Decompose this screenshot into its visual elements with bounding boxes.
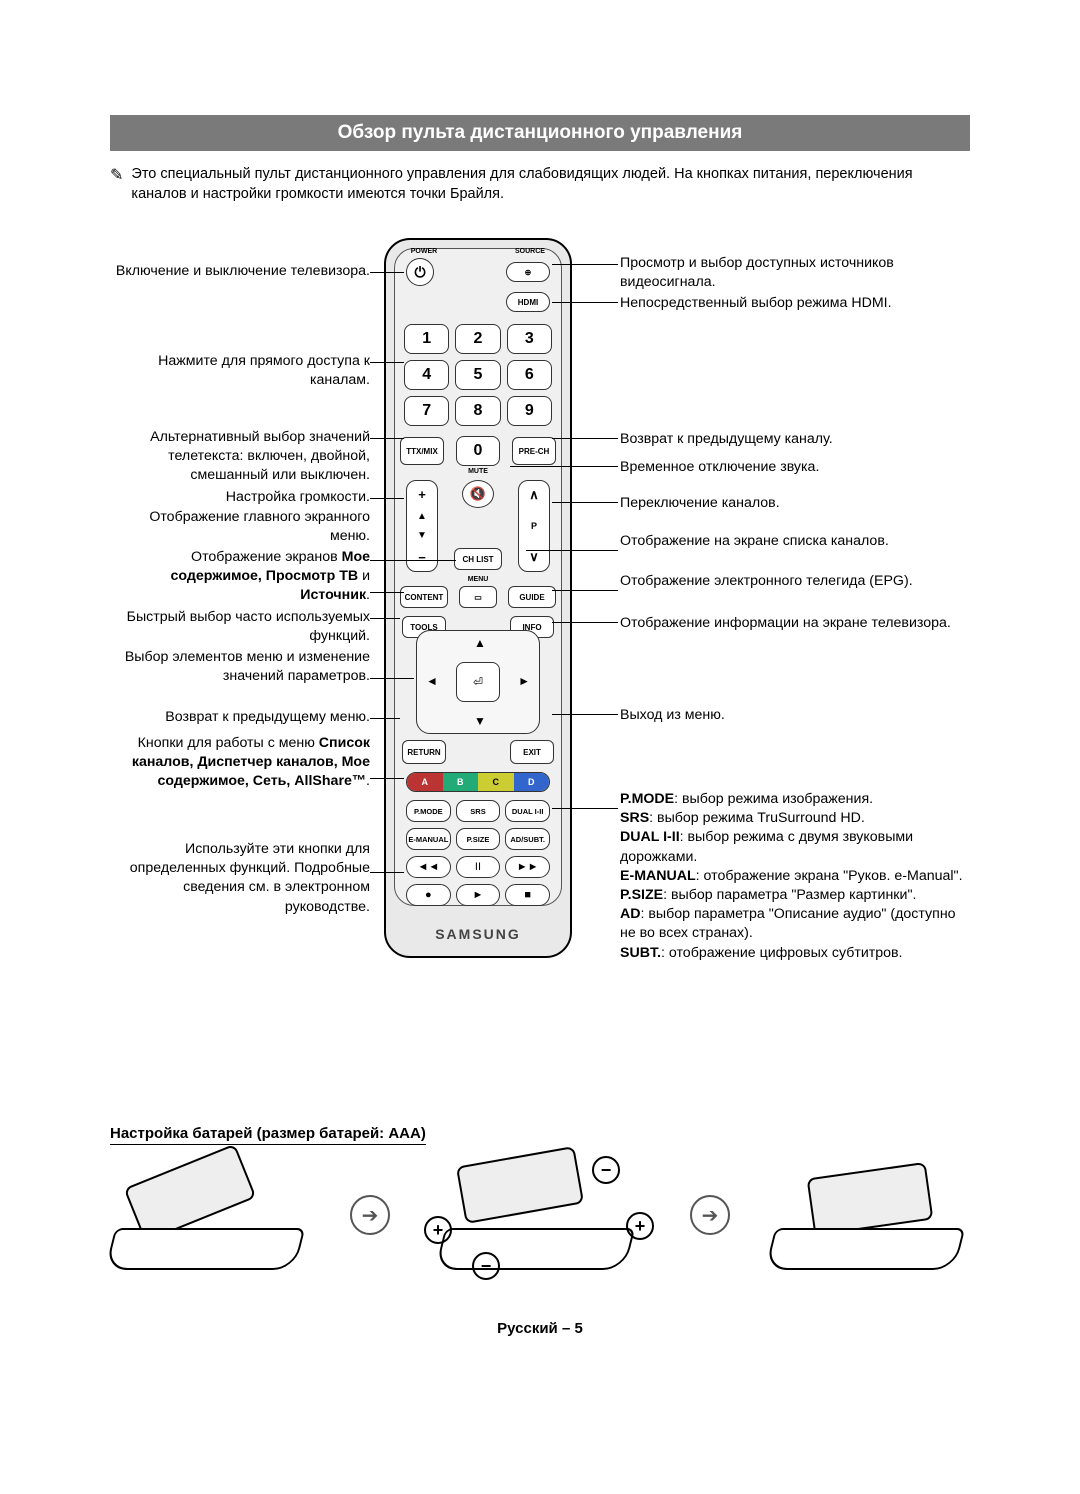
- co-hdmi: Непосредственный выбор режима HDMI.: [620, 294, 970, 313]
- color-c: C: [478, 773, 514, 791]
- num-0: 0: [456, 436, 500, 466]
- co-guide: Отображение электронного телегида (EPG).: [620, 572, 970, 591]
- pause-button: II: [456, 856, 501, 878]
- minus-icon-2: −: [472, 1252, 500, 1280]
- co-colors: Кнопки для работы с меню Список каналов,…: [110, 734, 370, 792]
- co-numbers: Нажмите для прямого доступа к каналам.: [110, 352, 370, 390]
- return-button: RETURN: [402, 740, 446, 764]
- num-6: 6: [507, 360, 552, 390]
- menu-button: ▭: [459, 586, 497, 608]
- battery-step-2: + − + −: [430, 1160, 650, 1270]
- num-8: 8: [455, 396, 500, 426]
- stop-button: ■: [505, 884, 550, 906]
- num-3: 3: [507, 324, 552, 354]
- srs-button: SRS: [456, 800, 501, 822]
- intro-note: ✎ Это специальный пульт дистанционного у…: [110, 165, 970, 204]
- co-chlist: Отображение на экране списка каналов.: [620, 532, 970, 551]
- minus-icon-1: −: [592, 1156, 620, 1184]
- source-label: SOURCE: [508, 248, 552, 255]
- co-prech: Возврат к предыдущему каналу.: [620, 430, 970, 449]
- co-fnblock: P.MODE: выбор режима изображения. SRS: в…: [620, 790, 970, 963]
- hdmi-button: HDMI: [506, 292, 550, 312]
- battery-step-3: [770, 1160, 970, 1270]
- fn-row-2: E-MANUAL P.SIZE AD/SUBT.: [406, 828, 550, 850]
- guide-button: GUIDE: [508, 586, 556, 608]
- color-a: A: [407, 773, 443, 791]
- page-footer: Русский – 5: [0, 1320, 1080, 1337]
- co-content: Отображение экранов Мое содержимое, Прос…: [110, 548, 370, 606]
- co-vol: Настройка громкости.: [110, 488, 370, 507]
- num-1: 1: [404, 324, 449, 354]
- brand-label: SAMSUNG: [384, 926, 572, 942]
- mute-button: 🔇: [462, 480, 494, 508]
- volume-rocker: + ▲ ▼ −: [406, 480, 438, 572]
- color-b: B: [443, 773, 479, 791]
- co-source: Просмотр и выбор доступных источников ви…: [620, 254, 970, 292]
- color-d: D: [514, 773, 550, 791]
- ch-dn: ∨: [529, 549, 539, 565]
- co-exit: Выход из меню.: [620, 706, 970, 725]
- rec-button: ●: [406, 884, 451, 906]
- step-arrow-2: ➔: [690, 1195, 730, 1235]
- vol-minus: −: [418, 550, 426, 565]
- ttx-button: TTX/MIX: [400, 437, 444, 465]
- exit-button: EXIT: [510, 740, 554, 764]
- note-icon: ✎: [110, 165, 123, 204]
- adsubt-button: AD/SUBT.: [505, 828, 550, 850]
- battery-steps: ➔ + − + − ➔: [110, 1160, 970, 1270]
- power-label: POWER: [404, 248, 444, 255]
- num-9: 9: [507, 396, 552, 426]
- plus-icon: +: [424, 1216, 452, 1244]
- intro-text: Это специальный пульт дистанционного упр…: [131, 165, 970, 204]
- num-7: 7: [404, 396, 449, 426]
- prech-button: PRE-CH: [512, 437, 556, 465]
- numpad: 1 2 3 4 5 6 7 8 9: [404, 324, 552, 426]
- pmode-button: P.MODE: [406, 800, 451, 822]
- fn-row-1: P.MODE SRS DUAL I-II: [406, 800, 550, 822]
- menu-label: MENU: [384, 576, 572, 583]
- co-tools: Быстрый выбор часто используемых функций…: [110, 608, 370, 646]
- mute-label: MUTE: [384, 468, 572, 475]
- remote-layout: SAMSUNG POWER SOURCE ⏻ ⊕ HDMI 1 2 3 4 5 …: [110, 232, 970, 992]
- co-dpad: Выбор элементов меню и изменение значени…: [110, 648, 370, 686]
- battery-title: Настройка батарей (размер батарей: AAA): [110, 1125, 426, 1145]
- play-button: ►: [456, 884, 501, 906]
- dpad: ▲ ▼ ◄ ► ⏎: [416, 630, 540, 734]
- ch-p: P: [531, 521, 537, 531]
- co-mute: Временное отключение звука.: [620, 458, 970, 477]
- co-menu: Отображение главного экранного меню.: [110, 508, 370, 546]
- remote-illustration: SAMSUNG POWER SOURCE ⏻ ⊕ HDMI 1 2 3 4 5 …: [384, 238, 572, 958]
- co-play: Используйте эти кнопки для определенных …: [110, 840, 370, 917]
- source-button: ⊕: [506, 262, 550, 282]
- emanual-button: E-MANUAL: [406, 828, 451, 850]
- num-5: 5: [455, 360, 500, 390]
- ch-up: ∧: [529, 487, 539, 503]
- rew-button: ◄◄: [406, 856, 451, 878]
- channel-rocker: ∧ P ∨: [518, 480, 550, 572]
- content-button: CONTENT: [400, 586, 448, 608]
- co-info: Отображение информации на экране телевиз…: [620, 614, 970, 633]
- plus-icon-2: +: [626, 1212, 654, 1240]
- enter-button: ⏎: [456, 662, 500, 702]
- co-ch: Переключение каналов.: [620, 494, 970, 513]
- co-ttx: Альтернативный выбор значений телетекста…: [110, 428, 370, 486]
- battery-step-1: [110, 1160, 310, 1270]
- dual-button: DUAL I-II: [505, 800, 550, 822]
- play-row-1: ◄◄ II ►►: [406, 856, 550, 878]
- vol-plus: +: [418, 487, 426, 502]
- power-button: ⏻: [406, 258, 434, 286]
- chlist-button: CH LIST: [454, 548, 502, 570]
- play-row-2: ● ► ■: [406, 884, 550, 906]
- psize-button: P.SIZE: [456, 828, 501, 850]
- ff-button: ►►: [505, 856, 550, 878]
- num-4: 4: [404, 360, 449, 390]
- step-arrow-1: ➔: [350, 1195, 390, 1235]
- section-banner: Обзор пульта дистанционного управления: [110, 115, 970, 151]
- co-power: Включение и выключение телевизора.: [110, 262, 370, 281]
- color-buttons: A B C D: [406, 772, 550, 792]
- num-2: 2: [455, 324, 500, 354]
- co-return: Возврат к предыдущему меню.: [110, 708, 370, 727]
